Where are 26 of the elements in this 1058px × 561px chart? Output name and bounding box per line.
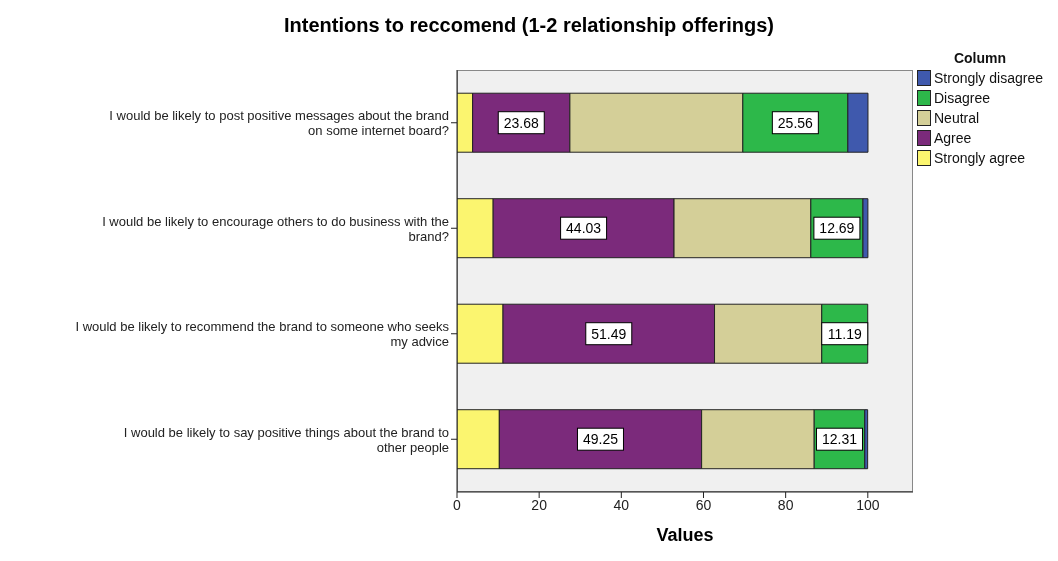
data-label: 11.19 [827,325,862,342]
legend-label: Agree [934,130,972,146]
x-tick-label: 100 [856,496,880,513]
chart-title: Intentions to reccomend (1-2 relationship offerings) [282,14,776,37]
data-label: 12.31 [821,431,858,448]
x-tick-label: 20 [531,496,548,513]
data-label: 51.49 [591,325,627,342]
y-tick-label: I would be likely to encourage others to do business with the brand? [102,213,449,244]
legend-label: Strongly agree [934,150,1026,166]
x-tick-label: 0 [453,496,462,513]
data-label: 23.68 [503,114,539,131]
legend-label: Strongly disagree [934,70,1043,86]
data-label: 49.25 [582,431,619,448]
x-tick-label: 60 [695,496,712,513]
legend-label: Neutral [934,110,980,126]
x-tick-label: 40 [613,496,630,513]
x-tick-label: 80 [777,496,794,513]
legend-title: Column [952,50,1008,66]
y-tick-label: I would be likely to post positive messages about the brand on some internet board? [109,107,449,138]
data-label: 44.03 [566,220,602,237]
y-tick-label: I would be likely to recommend the brand to someone who seeks my advice [75,318,450,349]
data-label: 25.56 [777,114,814,131]
legend-label: Disagree [934,90,991,106]
y-tick-label: I would be likely to say positive things about the brand to other people [123,424,449,455]
x-axis-title: Values [655,525,715,546]
data-label: 12.69 [819,220,855,237]
